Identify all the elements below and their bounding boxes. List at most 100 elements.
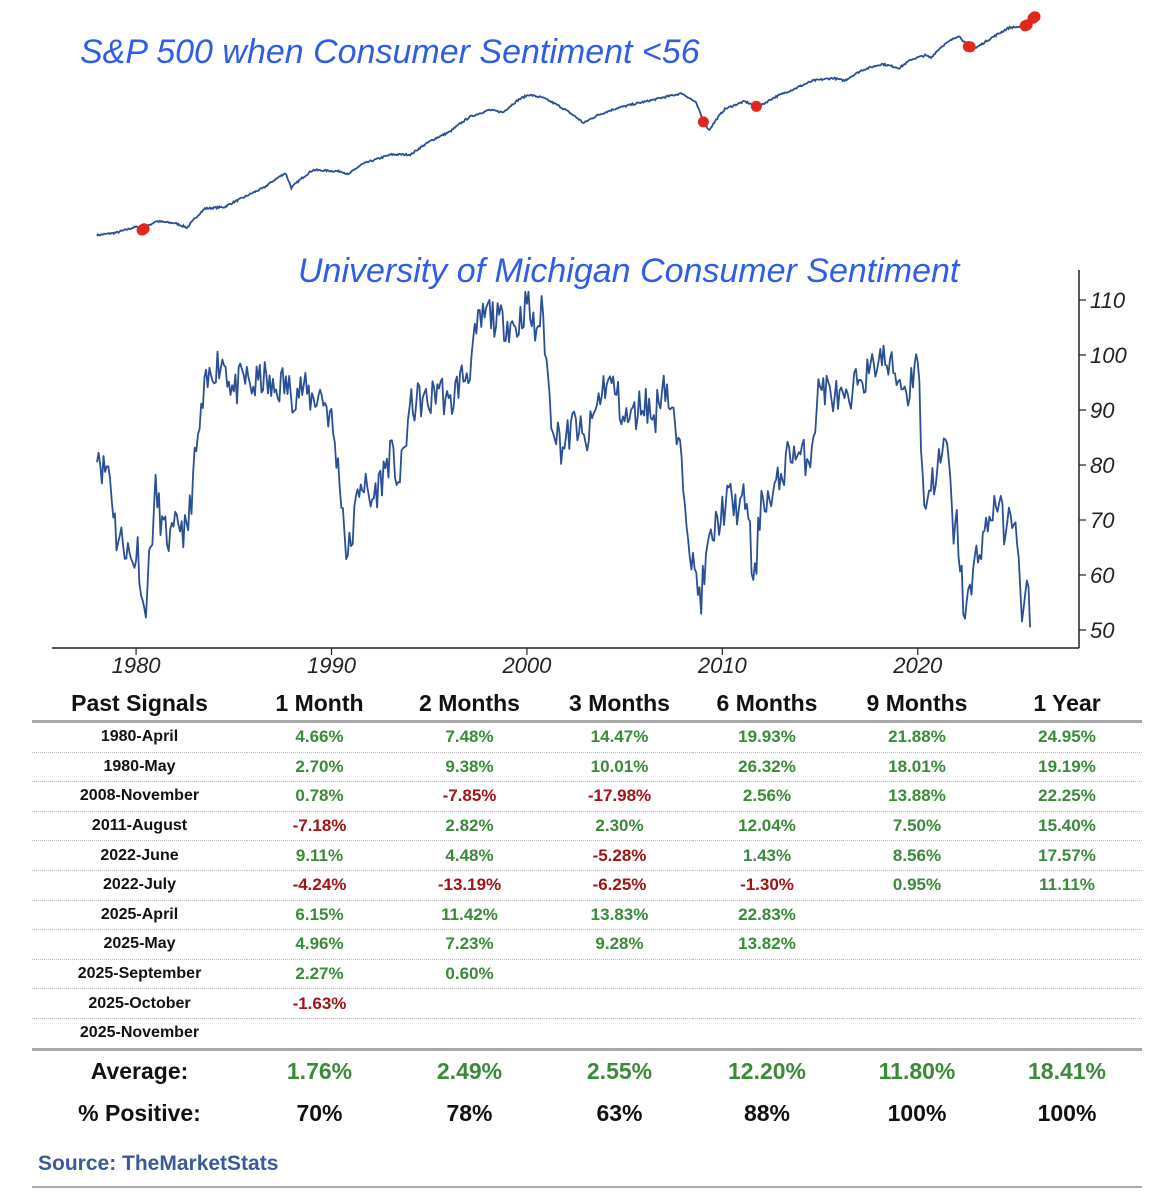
- source-label: Source: TheMarketStats: [38, 1152, 279, 1175]
- return-cell: -4.24%: [247, 870, 392, 901]
- return-cell: 8.56%: [842, 840, 992, 871]
- return-cell: -6.25%: [547, 870, 692, 901]
- sentiment-chart: 50 60 70 80 90 100 110 1980 1990 2000 2010 2020: [52, 270, 1127, 678]
- signal-date: 2011-August: [32, 811, 247, 842]
- return-cell: 0.78%: [247, 781, 392, 812]
- return-cell: 2.27%: [247, 959, 392, 990]
- signal-date: 2025-May: [32, 929, 247, 960]
- table-row: 2025-April 6.15% 11.42% 13.83% 22.83%: [32, 900, 1142, 931]
- x-tick-label: 1990: [307, 653, 357, 678]
- return-cell: 2.82%: [392, 811, 547, 842]
- percent-positive-row-value: 63%: [596, 1100, 643, 1127]
- return-cell: [992, 988, 1142, 1019]
- x-tick-label: 1980: [112, 653, 162, 678]
- sentiment-series-line: [96, 290, 1031, 628]
- return-cell: [392, 1018, 547, 1050]
- sp500-series-line: [96, 16, 1036, 237]
- return-cell: 4.48%: [392, 840, 547, 871]
- return-cell: 7.50%: [842, 811, 992, 842]
- x-tick-label: 2010: [697, 653, 748, 678]
- return-cell: 18.01%: [842, 752, 992, 783]
- return-cell: [992, 929, 1142, 960]
- return-cell: [692, 988, 842, 1019]
- return-cell: 2.56%: [692, 781, 842, 812]
- return-cell: [547, 988, 692, 1019]
- percent-positive-row: % Positive: 70% 78% 63% 88% 100% 100%: [32, 1093, 1142, 1135]
- table-row: 2025-October -1.63%: [32, 988, 1142, 1019]
- return-cell: 13.88%: [842, 781, 992, 812]
- column-header-period: 3 Months: [547, 686, 692, 723]
- return-cell: 0.95%: [842, 870, 992, 901]
- y-tick-label: 100: [1090, 343, 1127, 368]
- average-row: Average: 1.76% 2.49% 2.55% 12.20% 11.80% 18.41…: [32, 1047, 1142, 1093]
- return-cell: 13.82%: [692, 929, 842, 960]
- percent-positive-row-label: % Positive:: [78, 1100, 201, 1127]
- return-cell: 26.32%: [692, 752, 842, 783]
- return-cell: [547, 959, 692, 990]
- signal-marker: [964, 41, 976, 53]
- return-cell: [992, 900, 1142, 931]
- table-row: 2025-May 4.96% 7.23% 9.28% 13.82%: [32, 929, 1142, 960]
- return-cell: 1.43%: [692, 840, 842, 871]
- column-header-period: 2 Months: [392, 686, 547, 723]
- x-tick-label: 2000: [501, 653, 552, 678]
- return-cell: 19.93%: [692, 721, 842, 753]
- return-cell: 12.04%: [692, 811, 842, 842]
- source-divider: [32, 1186, 1142, 1188]
- column-header-period: 6 Months: [692, 686, 842, 723]
- return-cell: -7.85%: [392, 781, 547, 812]
- signal-date: 2025-November: [32, 1018, 247, 1050]
- return-cell: 4.96%: [247, 929, 392, 960]
- return-cell: [692, 959, 842, 990]
- return-cell: 9.11%: [247, 840, 392, 871]
- return-cell: [992, 959, 1142, 990]
- signal-marker: [697, 116, 709, 128]
- table-row: 2022-July -4.24% -13.19% -6.25% -1.30% 0.95% 1…: [32, 870, 1142, 901]
- average-row-value: 18.41%: [992, 1047, 1142, 1093]
- signals-table-container: Past Signals 1 Month 2 Months 3 Months 6 Mon…: [32, 686, 1142, 1135]
- average-row-value: 1.76%: [247, 1047, 392, 1093]
- signal-date: 2025-April: [32, 900, 247, 931]
- return-cell: [842, 900, 992, 931]
- return-cell: 11.11%: [992, 870, 1142, 901]
- y-tick-label: 50: [1090, 618, 1115, 643]
- return-cell: -7.18%: [247, 811, 392, 842]
- percent-positive-row-value: 70%: [296, 1100, 343, 1127]
- return-cell: -5.28%: [547, 840, 692, 871]
- return-cell: 14.47%: [547, 721, 692, 753]
- return-cell: 0.60%: [392, 959, 547, 990]
- return-cell: [992, 1018, 1142, 1050]
- table-row: 1980-April 4.66% 7.48% 14.47% 19.93% 21.88% 24…: [32, 721, 1142, 753]
- return-cell: [692, 1018, 842, 1050]
- return-cell: [547, 1018, 692, 1050]
- signals-table: Past Signals 1 Month 2 Months 3 Months 6 Mon…: [32, 686, 1142, 1135]
- signal-date: 2022-July: [32, 870, 247, 901]
- signal-date: 2008-November: [32, 781, 247, 812]
- average-row-value: 12.20%: [692, 1047, 842, 1093]
- return-cell: 10.01%: [547, 752, 692, 783]
- sp500-chart-title: S&P 500 when Consumer Sentiment <56: [80, 33, 700, 71]
- return-cell: 22.25%: [992, 781, 1142, 812]
- return-cell: [392, 988, 547, 1019]
- return-cell: [842, 988, 992, 1019]
- return-cell: [842, 1018, 992, 1050]
- return-cell: -17.98%: [547, 781, 692, 812]
- return-cell: 13.83%: [547, 900, 692, 931]
- column-header-signal: Past Signals: [32, 686, 247, 723]
- return-cell: 2.70%: [247, 752, 392, 783]
- signal-marker: [750, 100, 762, 112]
- column-header-period: 9 Months: [842, 686, 992, 723]
- table-row: 2022-June 9.11% 4.48% -5.28% 1.43% 8.56% 17.57…: [32, 840, 1142, 871]
- charts-area: S&P 500 when Consumer Sentiment <56 Univ…: [52, 11, 1127, 678]
- return-cell: 11.42%: [392, 900, 547, 931]
- table-body: 1980-April 4.66% 7.48% 14.47% 19.93% 21.88% 24…: [32, 721, 1142, 1050]
- return-cell: -1.30%: [692, 870, 842, 901]
- return-cell: 7.23%: [392, 929, 547, 960]
- return-cell: 22.83%: [692, 900, 842, 931]
- average-row-value: 11.80%: [842, 1047, 992, 1093]
- percent-positive-row-value: 100%: [887, 1100, 947, 1127]
- average-row-label: Average:: [32, 1047, 247, 1093]
- return-cell: 6.15%: [247, 900, 392, 931]
- y-tick-label: 110: [1090, 288, 1126, 313]
- signal-date: 1980-May: [32, 752, 247, 783]
